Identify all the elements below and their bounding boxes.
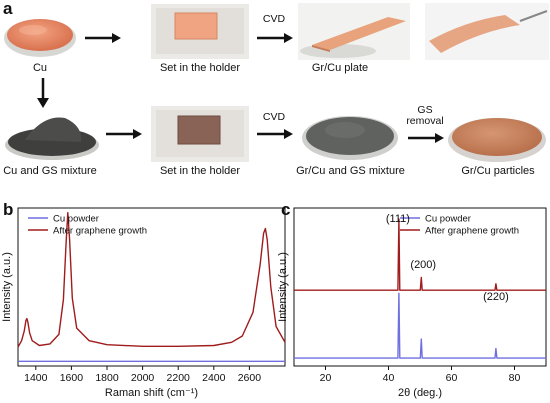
xrd-chart: 20 40 60 80 2θ (deg.) Intensity (a.u.) Cu powd… xyxy=(277,207,547,399)
legend-label-1: After graphene growth xyxy=(53,226,147,237)
caption-cu: Cu xyxy=(32,62,48,74)
legend-label-0: Cu powder xyxy=(425,214,471,225)
arrow-3 xyxy=(106,126,142,144)
x-axis-label: Raman shift (cm⁻¹) xyxy=(105,387,198,399)
gr-cu-plate-photo xyxy=(298,3,410,60)
arrow-5-label-line2: removal xyxy=(406,115,444,127)
x-tick-label-0: 20 xyxy=(320,372,332,384)
peak-label-2: (220) xyxy=(483,291,509,303)
gr-cu-gs-mixture-dish-photo xyxy=(302,116,398,160)
x-tick-label-3: 80 xyxy=(509,372,521,384)
panel-c-label: c xyxy=(281,200,291,219)
legend-label-1: After graphene growth xyxy=(425,226,519,237)
plot-frame xyxy=(293,207,547,367)
caption-gr-cu-plate: Gr/Cu plate xyxy=(311,62,369,74)
x-tick-label-4: 2200 xyxy=(167,372,191,384)
caption-cu-gs-mixture: Cu and GS mixture xyxy=(3,165,97,177)
arrow-4 xyxy=(257,126,293,144)
peak-label-1: (200) xyxy=(410,259,436,271)
arrow-down xyxy=(37,78,49,113)
arrow-1 xyxy=(85,30,121,48)
panel-b-label: b xyxy=(3,200,14,219)
x-tick-label-2: 1800 xyxy=(95,372,119,384)
arrow-4-label: CVD xyxy=(262,111,286,123)
cu-gs-mixture-dish-photo xyxy=(5,117,99,160)
holder-mixture-photo xyxy=(151,106,249,162)
peak-label-0: (111) xyxy=(386,213,410,225)
x-tick-label-5: 2400 xyxy=(202,372,226,384)
caption-set-holder-1: Set in the holder xyxy=(159,62,241,74)
x-tick-label-6: 2600 xyxy=(238,372,262,384)
series-line-1 xyxy=(17,212,286,348)
gr-cu-particles-dish-photo xyxy=(448,118,546,162)
gr-cu-flexible-sheet-photo xyxy=(425,3,549,60)
arrow-2-label: CVD xyxy=(262,13,286,25)
x-tick-label-2: 60 xyxy=(446,372,458,384)
x-tick-label-0: 1400 xyxy=(24,372,48,384)
caption-set-holder-2: Set in the holder xyxy=(159,165,241,177)
y-axis-label: Intensity (a.u.) xyxy=(1,252,13,322)
plot-frame xyxy=(17,207,286,367)
arrow-5-label-line1: GS xyxy=(417,104,433,116)
arrow-5 xyxy=(408,130,444,148)
x-tick-label-3: 2000 xyxy=(131,372,155,384)
x-tick-label-1: 1600 xyxy=(60,372,84,384)
series-line-0 xyxy=(294,292,546,359)
caption-gr-cu-gs-mixture: Gr/Cu and GS mixture xyxy=(296,165,405,177)
y-axis-label: Intensity (a.u.) xyxy=(277,252,289,322)
arrow-5-label: GS removal xyxy=(405,105,445,127)
series-line-1 xyxy=(294,218,546,291)
holder-cu-plate-photo xyxy=(151,4,249,59)
cu-powder-dish-photo xyxy=(4,19,76,57)
raman-chart: 1400 1600 1800 2000 2200 2400 2600 Raman shift … xyxy=(1,207,286,399)
x-tick-label-1: 40 xyxy=(383,372,395,384)
caption-gr-cu-particles: Gr/Cu particles xyxy=(461,165,535,177)
legend-label-0: Cu powder xyxy=(53,214,99,225)
x-axis-label: 2θ (deg.) xyxy=(398,387,442,399)
arrow-2 xyxy=(257,30,293,48)
panel-a-label: a xyxy=(3,0,13,18)
